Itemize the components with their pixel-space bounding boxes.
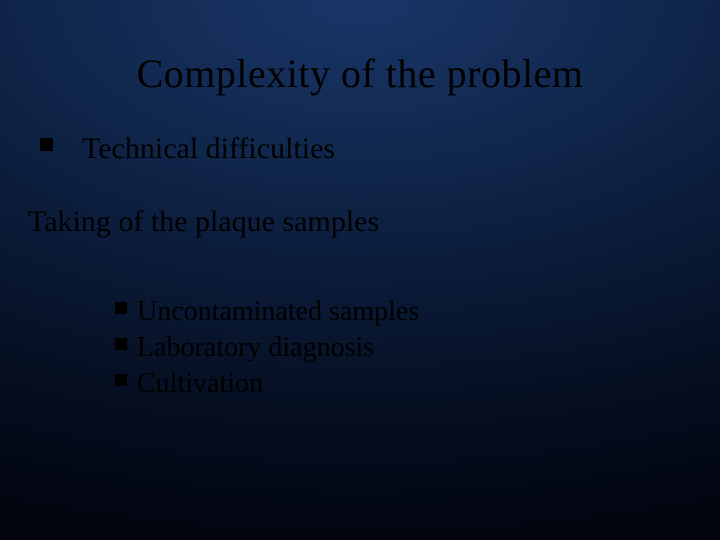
bullet-l2-text: Cultivation	[137, 368, 263, 400]
slide-title: Complexity of the problem	[0, 50, 720, 97]
bullet-l1-row: Technical difficulties	[40, 132, 335, 166]
subheading: Taking of the plaque samples	[28, 205, 379, 239]
bullet-l2-text: Uncontaminated samples	[137, 296, 419, 328]
bullet-l2-row: Uncontaminated samples	[115, 296, 419, 328]
bullet-l2-text: Laboratory diagnosis	[137, 332, 374, 364]
square-bullet-icon	[115, 302, 127, 314]
bullet-l2-row: Laboratory diagnosis	[115, 332, 374, 364]
square-bullet-icon	[115, 374, 127, 386]
bullet-l1-text: Technical difficulties	[82, 132, 335, 166]
slide: Complexity of the problem Technical diff…	[0, 0, 720, 540]
square-bullet-icon	[115, 338, 127, 350]
bullet-l2-row: Cultivation	[115, 368, 263, 400]
square-bullet-icon	[40, 138, 53, 151]
